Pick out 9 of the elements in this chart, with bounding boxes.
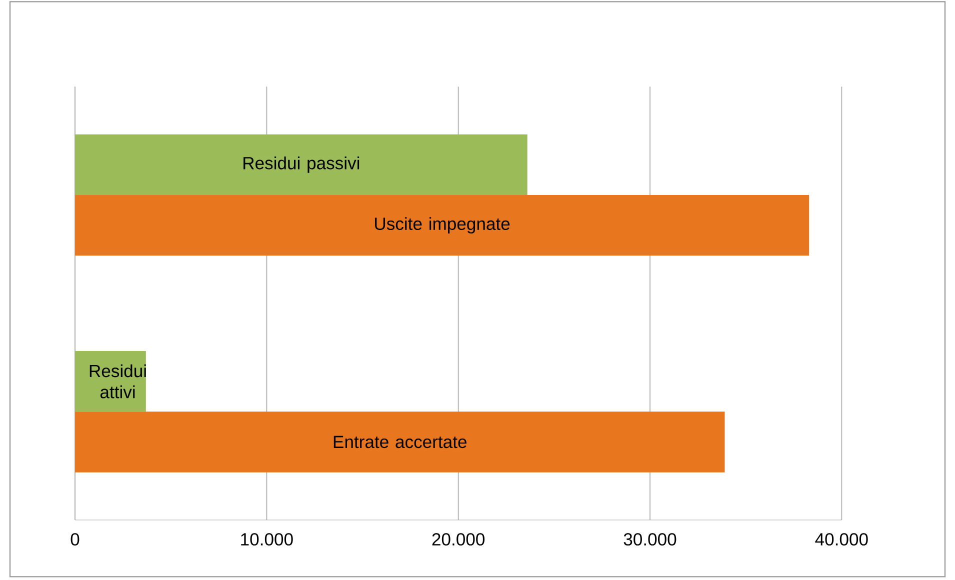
series-label: Uscite impegnate [375,217,510,234]
series-label: Entrate accertate [334,436,466,448]
x-tick-label: 10.000 [241,533,293,546]
series-label: Residui attivi [90,364,146,398]
x-tick-label: 40.000 [815,533,868,546]
series-label: Residui passivi [244,156,360,173]
x-tick-label: 0 [70,533,80,546]
x-tick-label: 20.000 [432,533,485,546]
x-tick-label: 30.000 [624,533,676,546]
